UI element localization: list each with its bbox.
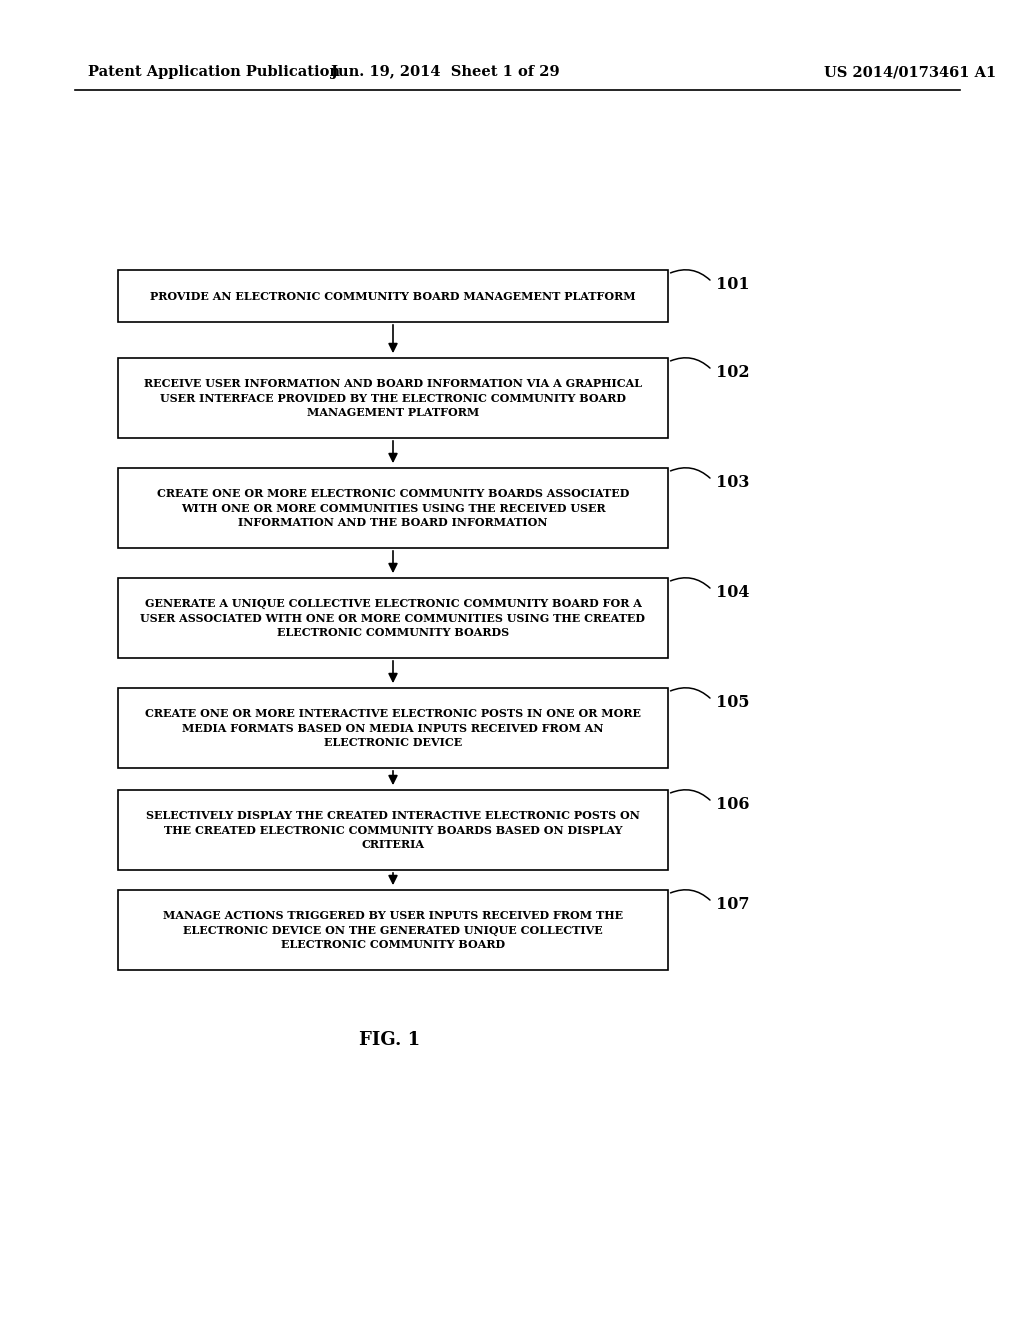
Text: 106: 106 — [716, 796, 750, 813]
Bar — [118, 688, 668, 768]
Text: 107: 107 — [716, 896, 750, 913]
Text: 103: 103 — [716, 474, 750, 491]
Text: 101: 101 — [716, 276, 750, 293]
Text: FIG. 1: FIG. 1 — [359, 1031, 421, 1049]
Bar — [118, 358, 668, 438]
Bar — [118, 469, 668, 548]
Text: GENERATE A UNIQUE COLLECTIVE ELECTRONIC COMMUNITY BOARD FOR A
USER ASSOCIATED WI: GENERATE A UNIQUE COLLECTIVE ELECTRONIC … — [140, 598, 645, 638]
Bar — [118, 789, 668, 870]
Text: SELECTIVELY DISPLAY THE CREATED INTERACTIVE ELECTRONIC POSTS ON
THE CREATED ELEC: SELECTIVELY DISPLAY THE CREATED INTERACT… — [146, 810, 640, 850]
Text: CREATE ONE OR MORE INTERACTIVE ELECTRONIC POSTS IN ONE OR MORE
MEDIA FORMATS BAS: CREATE ONE OR MORE INTERACTIVE ELECTRONI… — [145, 708, 641, 748]
FancyArrowPatch shape — [671, 358, 710, 368]
Bar — [118, 578, 668, 657]
Text: MANAGE ACTIONS TRIGGERED BY USER INPUTS RECEIVED FROM THE
ELECTRONIC DEVICE ON T: MANAGE ACTIONS TRIGGERED BY USER INPUTS … — [163, 909, 623, 950]
Text: PROVIDE AN ELECTRONIC COMMUNITY BOARD MANAGEMENT PLATFORM: PROVIDE AN ELECTRONIC COMMUNITY BOARD MA… — [151, 290, 636, 301]
FancyArrowPatch shape — [671, 578, 710, 589]
Text: RECEIVE USER INFORMATION AND BOARD INFORMATION VIA A GRAPHICAL
USER INTERFACE PR: RECEIVE USER INFORMATION AND BOARD INFOR… — [144, 378, 642, 418]
FancyArrowPatch shape — [671, 789, 710, 800]
Text: Jun. 19, 2014  Sheet 1 of 29: Jun. 19, 2014 Sheet 1 of 29 — [331, 65, 559, 79]
Text: 104: 104 — [716, 583, 750, 601]
Bar — [118, 890, 668, 970]
FancyArrowPatch shape — [671, 688, 710, 698]
Text: 105: 105 — [716, 694, 750, 711]
FancyArrowPatch shape — [671, 467, 710, 478]
Bar — [118, 271, 668, 322]
Text: CREATE ONE OR MORE ELECTRONIC COMMUNITY BOARDS ASSOCIATED
WITH ONE OR MORE COMMU: CREATE ONE OR MORE ELECTRONIC COMMUNITY … — [157, 488, 629, 528]
Text: 102: 102 — [716, 364, 750, 381]
FancyArrowPatch shape — [671, 890, 710, 900]
FancyArrowPatch shape — [671, 269, 710, 280]
Text: US 2014/0173461 A1: US 2014/0173461 A1 — [824, 65, 996, 79]
Text: Patent Application Publication: Patent Application Publication — [88, 65, 340, 79]
